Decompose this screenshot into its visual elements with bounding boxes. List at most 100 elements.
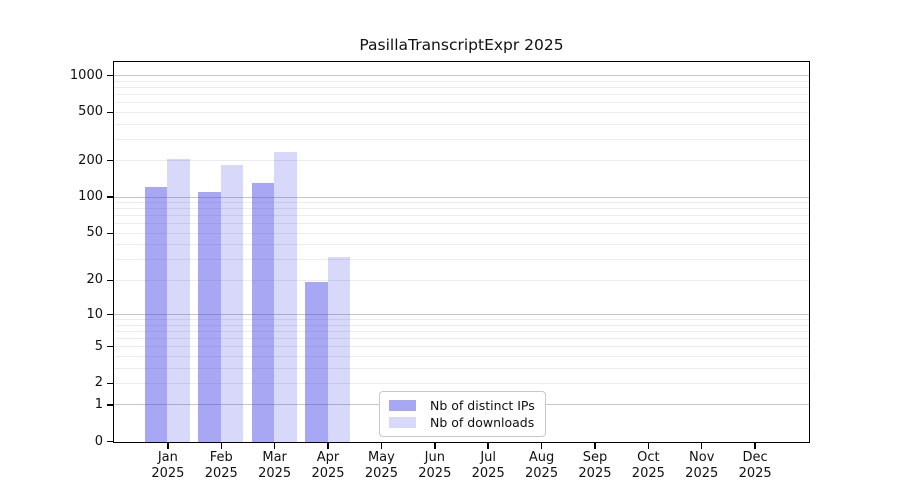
gridline-minor (114, 244, 809, 246)
x-tick-year: 2025 (685, 466, 719, 481)
x-tick (167, 443, 169, 449)
y-tick-label: 1000 (69, 67, 103, 83)
x-tick-month: Feb (209, 450, 233, 465)
chart-title: PasillaTranscriptExpr 2025 (359, 36, 564, 54)
gridline-minor (114, 330, 809, 332)
gridline-minor (114, 367, 809, 369)
x-tick-label: Jun 2025 (405, 450, 465, 482)
x-tick-month: Mar (262, 450, 287, 465)
x-tick (700, 443, 703, 449)
x-tick-year: 2025 (578, 466, 612, 481)
y-tick-label: 10 (86, 306, 103, 322)
x-tick-year: 2025 (631, 466, 665, 481)
gridline-minor (114, 111, 809, 113)
bar-downloads-apr (327, 257, 351, 442)
y-tick (107, 159, 113, 162)
x-tick (594, 443, 596, 449)
gridline-major (114, 196, 809, 198)
x-tick (380, 443, 383, 449)
legend-item-distinct-ips: Nb of distinct IPs (389, 397, 536, 414)
gridline-minor (114, 208, 809, 210)
y-tick (107, 313, 113, 316)
gridline-minor (114, 123, 809, 125)
x-tick-label: Sep 2025 (565, 450, 625, 482)
gridline-minor (114, 80, 809, 82)
x-tick-label: Jan 2025 (138, 450, 198, 482)
bar-distinct-ips-mar (251, 182, 275, 442)
y-tick-label: 2 (94, 375, 103, 391)
x-tick-label: Mar 2025 (245, 450, 305, 482)
legend-label-distinct-ips: Nb of distinct IPs (430, 398, 535, 413)
y-tick (107, 111, 113, 114)
plot-area (113, 61, 810, 443)
x-tick (647, 443, 650, 449)
x-tick-month: Jun (424, 450, 445, 465)
y-tick (107, 404, 113, 406)
gridline-minor (114, 202, 809, 204)
y-tick (107, 232, 113, 235)
y-tick (107, 440, 113, 443)
x-tick-label: May 2025 (351, 450, 411, 482)
gridline-minor (114, 232, 809, 234)
x-tick (327, 443, 329, 449)
x-tick-year: 2025 (364, 466, 398, 481)
gridline-minor (114, 215, 809, 217)
x-tick-year: 2025 (471, 466, 505, 481)
x-tick-month: Jan (157, 450, 178, 465)
y-tick-label: 5 (94, 338, 103, 354)
legend: Nb of distinct IPs Nb of downloads (379, 391, 546, 437)
x-tick (273, 443, 276, 449)
bar-distinct-ips-jan (144, 187, 168, 442)
y-tick (107, 74, 113, 77)
x-tick-year: 2025 (738, 466, 772, 481)
y-tick (107, 279, 113, 282)
x-tick-year: 2025 (525, 466, 559, 481)
y-tick (107, 382, 113, 385)
x-tick-label: Jul 2025 (458, 450, 518, 482)
bar-distinct-ips-apr (305, 282, 328, 442)
gridline-minor (114, 346, 809, 348)
x-tick-month: May (367, 450, 395, 465)
x-tick-month: Sep (582, 450, 608, 465)
y-tick (107, 196, 113, 198)
x-tick-month: Dec (742, 450, 768, 465)
gridline-minor (114, 382, 809, 384)
legend-swatch-downloads (389, 417, 416, 428)
x-tick-label: Nov 2025 (672, 450, 732, 482)
gridline-minor (114, 94, 809, 95)
gridline-minor (114, 223, 809, 225)
y-tick-label: 100 (78, 189, 103, 205)
x-tick-label: Oct 2025 (618, 450, 678, 482)
y-tick-label: 50 (86, 225, 103, 241)
x-tick-label: Dec 2025 (725, 450, 785, 482)
legend-swatch-distinct-ips (389, 400, 416, 411)
legend-label-downloads: Nb of downloads (430, 415, 535, 430)
x-tick-year: 2025 (258, 466, 292, 481)
x-tick-year: 2025 (311, 466, 345, 481)
x-tick (540, 443, 543, 449)
x-tick-label: Aug 2025 (512, 450, 572, 482)
x-tick-month: Apr (316, 450, 340, 465)
bar-downloads-feb (220, 164, 244, 442)
x-tick (754, 443, 756, 449)
y-tick-label: 200 (78, 152, 103, 168)
bar-distinct-ips-feb (198, 191, 221, 442)
gridline-minor (114, 102, 809, 104)
x-tick-year: 2025 (418, 466, 452, 481)
gridline-minor (114, 160, 809, 162)
x-tick-label: Feb 2025 (191, 450, 251, 482)
y-tick-label: 1 (94, 396, 103, 412)
x-tick-year: 2025 (151, 466, 185, 481)
bar-downloads-mar (274, 152, 297, 442)
y-tick-label: 20 (86, 272, 103, 288)
y-tick (107, 345, 113, 348)
gridline-major (114, 75, 809, 77)
x-tick-month: Oct (637, 450, 660, 465)
x-tick-label: Apr 2025 (298, 450, 358, 482)
x-tick-month: Jul (480, 450, 497, 465)
gridline-minor (114, 319, 809, 321)
gridline-minor (114, 279, 809, 281)
gridline-major (114, 314, 809, 316)
legend-item-downloads: Nb of downloads (389, 414, 536, 431)
